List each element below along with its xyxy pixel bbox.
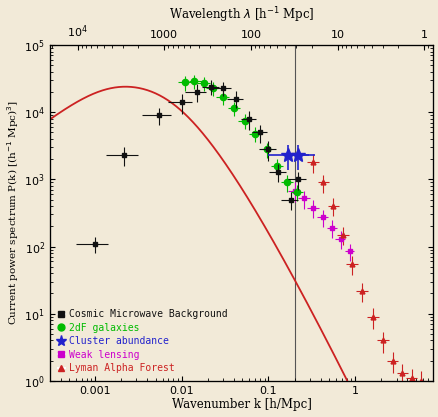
Y-axis label: Current power spectrum P(k) [(h$^{-1}$ Mpc)$^3$]: Current power spectrum P(k) [(h$^{-1}$ M… [6,100,21,326]
X-axis label: Wavenumber k [h/Mpc]: Wavenumber k [h/Mpc] [171,399,311,412]
Legend: Cosmic Microwave Background, 2dF galaxies, Cluster abundance, Weak lensing, Lyma: Cosmic Microwave Background, 2dF galaxie… [55,306,230,376]
X-axis label: Wavelength $\lambda$ [h$^{-1}$ Mpc]: Wavelength $\lambda$ [h$^{-1}$ Mpc] [169,5,314,25]
